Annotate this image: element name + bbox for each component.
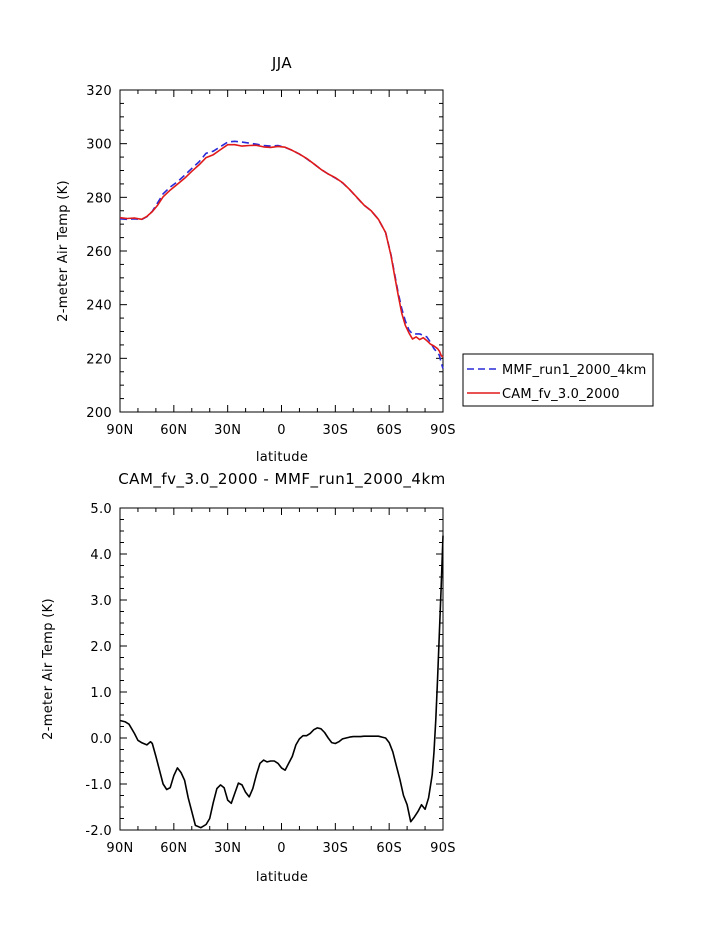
bottom-y-axis-label: 2-meter Air Temp (K) xyxy=(41,598,56,740)
top-y-tick-label: 320 xyxy=(86,84,112,99)
bottom-y-tick-label: 3.0 xyxy=(90,594,112,609)
bottom-y-tick-label: 5.0 xyxy=(90,502,112,517)
top-x-tick-label: 90N xyxy=(106,423,133,438)
top-x-axis-label: latitude xyxy=(256,450,308,465)
top-y-tick-label: 260 xyxy=(86,245,112,260)
top-y-axis-label: 2-meter Air Temp (K) xyxy=(56,180,71,322)
bottom-y-tick-label: 0.0 xyxy=(90,732,112,747)
bottom-x-tick-label: 0 xyxy=(277,841,286,856)
bottom-plot-frame xyxy=(119,507,444,831)
bottom-y-tick-label: -2.0 xyxy=(85,824,112,839)
bottom-chart-title: CAM_fv_3.0_2000 - MMF_run1_2000_4km xyxy=(118,470,446,489)
top-series-line-0 xyxy=(119,140,444,369)
top-y-tick-label: 200 xyxy=(86,406,112,421)
top-plot-frame xyxy=(119,89,444,413)
bottom-x-tick-label: 30N xyxy=(214,841,241,856)
top-x-tick-label: 60S xyxy=(376,423,402,438)
bottom-x-tick-label: 60N xyxy=(160,841,187,856)
bottom-series-group xyxy=(119,535,444,829)
top-x-ticks: 90N 60N 30N 0 30S 60S 90S xyxy=(106,90,456,438)
legend-label-cam: CAM_fv_3.0_2000 xyxy=(502,387,620,402)
bottom-y-tick-label: 1.0 xyxy=(90,686,112,701)
top-y-tick-label: 220 xyxy=(86,352,112,367)
top-panel: JJA 200 220 240 260 280 300 320 90N 60N 30N 0 30S 6… xyxy=(56,54,456,465)
bottom-x-axis-label: latitude xyxy=(256,870,308,885)
bottom-y-tick-label: 2.0 xyxy=(90,640,112,655)
legend-box xyxy=(462,353,654,407)
top-y-ticks: 200 220 240 260 280 300 320 xyxy=(86,84,443,421)
top-y-tick-label: 240 xyxy=(86,299,112,314)
top-x-tick-label: 30S xyxy=(322,423,348,438)
bottom-y-tick-label: 4.0 xyxy=(90,548,112,563)
bottom-y-tick-label: -1.0 xyxy=(85,778,112,793)
bottom-x-tick-label: 30S xyxy=(322,841,348,856)
top-x-tick-label: 60N xyxy=(160,423,187,438)
bottom-x-tick-label: 90N xyxy=(106,841,133,856)
top-x-tick-label: 0 xyxy=(277,423,286,438)
top-series-group xyxy=(119,140,444,369)
bottom-panel: CAM_fv_3.0_2000 - MMF_run1_2000_4km -2.0… xyxy=(41,470,456,885)
bottom-y-ticks: -2.0 -1.0 0.0 1.0 2.0 3.0 4.0 5.0 xyxy=(85,502,443,839)
top-series-line-1 xyxy=(119,143,444,358)
legend-label-mmf: MMF_run1_2000_4km xyxy=(502,363,646,378)
top-y-tick-label: 280 xyxy=(86,191,112,206)
top-y-tick-label: 300 xyxy=(86,138,112,153)
legend: MMF_run1_2000_4km CAM_fv_3.0_2000 xyxy=(462,353,654,407)
bottom-x-tick-label: 60S xyxy=(376,841,402,856)
bottom-x-ticks: 90N 60N 30N 0 30S 60S 90S xyxy=(106,508,456,856)
top-x-tick-label: 30N xyxy=(214,423,241,438)
top-x-tick-label: 90S xyxy=(430,423,456,438)
bottom-series-line-0 xyxy=(119,535,444,829)
bottom-x-tick-label: 90S xyxy=(430,841,456,856)
top-chart-title: JJA xyxy=(271,54,293,72)
